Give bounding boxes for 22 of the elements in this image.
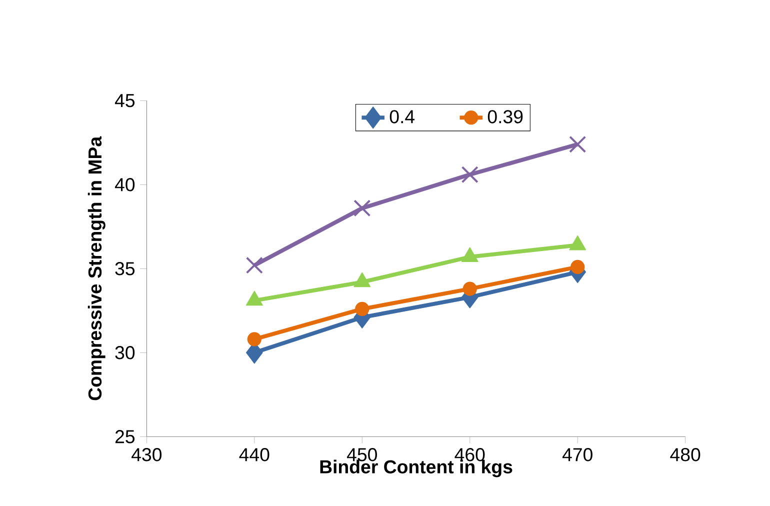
y-tick-label: 40 (114, 178, 135, 192)
legend-label: 0.39 (488, 110, 523, 124)
point (247, 332, 262, 346)
point (462, 282, 477, 296)
point (355, 302, 370, 316)
point (354, 200, 371, 217)
x-tick-label: 450 (346, 448, 377, 462)
y-axis-title: Compressive Strength in MPa (88, 136, 106, 400)
point (246, 256, 263, 274)
y-tick-label: 45 (114, 94, 135, 108)
x-tick-label: 460 (454, 448, 485, 462)
y-tick-label: 35 (115, 262, 135, 276)
point (570, 260, 585, 274)
x-tick-label: 440 (239, 448, 270, 462)
y-tick-label: 25 (115, 430, 135, 444)
x-tick-label: 480 (670, 448, 700, 462)
legend-label: 0.4 (390, 110, 415, 124)
x-tick-label: 470 (562, 448, 592, 462)
y-tick-label: 30 (115, 346, 135, 360)
point (569, 136, 586, 153)
point (461, 166, 478, 184)
x-tick-label: 430 (132, 448, 162, 462)
